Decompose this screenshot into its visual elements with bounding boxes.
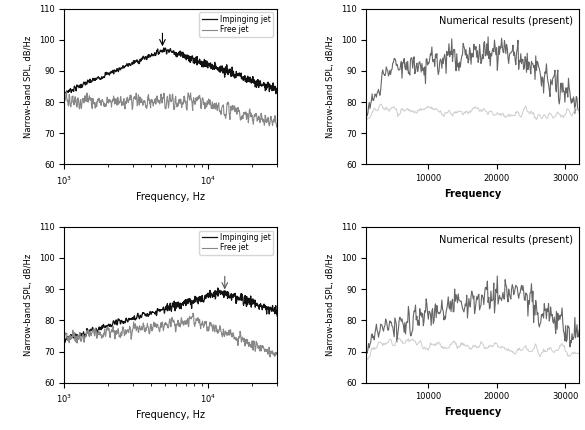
Impinging jet <box>160 46 167 51</box>
Impinging jet <box>214 286 221 291</box>
Impinging jet <box>197 297 204 302</box>
Impinging jet <box>223 291 230 296</box>
Free jet <box>274 125 281 130</box>
Free jet <box>274 351 281 356</box>
Free jet <box>61 97 68 102</box>
Y-axis label: Narrow-band SPL, dB/Hz: Narrow-band SPL, dB/Hz <box>326 254 335 356</box>
Impinging jet <box>74 84 81 89</box>
Line: Impinging jet: Impinging jet <box>64 48 277 94</box>
Free jet <box>197 323 204 328</box>
Impinging jet <box>185 53 192 58</box>
Free jet <box>190 310 197 316</box>
Free jet <box>245 339 252 344</box>
Legend: Impinging jet, Free jet: Impinging jet, Free jet <box>199 12 273 37</box>
Free jet <box>222 330 229 335</box>
Free jet <box>190 315 197 320</box>
Impinging jet <box>74 334 81 339</box>
Y-axis label: Narrow-band SPL, dB/Hz: Narrow-band SPL, dB/Hz <box>25 35 33 138</box>
X-axis label: Frequency, Hz: Frequency, Hz <box>136 410 205 421</box>
Free jet <box>245 111 252 117</box>
Y-axis label: Narrow-band SPL, dB/Hz: Narrow-band SPL, dB/Hz <box>326 35 335 138</box>
X-axis label: Frequency: Frequency <box>444 189 501 199</box>
Free jet <box>185 90 192 95</box>
Free jet <box>190 95 197 100</box>
Free jet <box>61 338 68 344</box>
X-axis label: Frequency, Hz: Frequency, Hz <box>136 192 205 202</box>
Line: Free jet: Free jet <box>64 313 277 357</box>
Impinging jet <box>274 86 281 91</box>
X-axis label: Frequency: Frequency <box>444 407 501 417</box>
Free jet <box>197 95 204 101</box>
Impinging jet <box>61 339 68 344</box>
Impinging jet <box>245 74 252 79</box>
Legend: Impinging jet, Free jet: Impinging jet, Free jet <box>199 230 273 255</box>
Impinging jet <box>272 91 279 96</box>
Impinging jet <box>274 313 281 319</box>
Text: Numerical results (present): Numerical results (present) <box>439 235 573 245</box>
Impinging jet <box>190 60 197 65</box>
Y-axis label: Narrow-band SPL, dB/Hz: Narrow-band SPL, dB/Hz <box>25 254 33 356</box>
Line: Impinging jet: Impinging jet <box>64 288 277 343</box>
Impinging jet <box>197 61 204 67</box>
Impinging jet <box>222 66 229 71</box>
Impinging jet <box>185 296 192 301</box>
Impinging jet <box>245 301 252 306</box>
Impinging jet <box>61 89 68 94</box>
Free jet <box>63 89 70 95</box>
Free jet <box>267 354 274 359</box>
Free jet <box>222 114 229 119</box>
Impinging jet <box>61 340 68 345</box>
Impinging jet <box>190 298 197 303</box>
Text: Numerical results (present): Numerical results (present) <box>439 16 573 26</box>
Line: Free jet: Free jet <box>64 92 277 127</box>
Free jet <box>74 338 81 343</box>
Free jet <box>184 316 191 322</box>
Free jet <box>74 97 81 102</box>
